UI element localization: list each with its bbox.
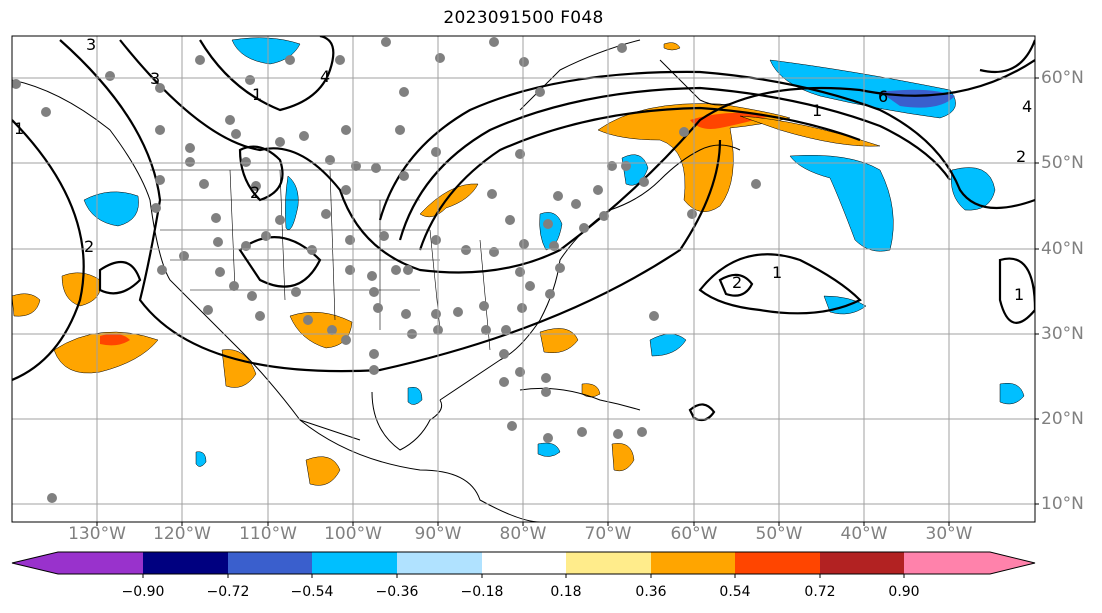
contour-label: 2: [84, 237, 94, 256]
colorbar-bin: [312, 552, 397, 574]
lon-label: 130°W: [68, 524, 126, 544]
colorbar-tick-label: −0.36: [375, 584, 419, 600]
colorbar-tick-label: 0.72: [804, 584, 836, 600]
lat-label: 50°N: [1041, 153, 1084, 173]
colorbar-bin: [228, 552, 312, 574]
colorbar-tick-label: 0.18: [550, 584, 582, 600]
lat-label: 20°N: [1041, 409, 1084, 429]
contour-label: 1: [812, 101, 822, 120]
colorbar-tick-label: −0.18: [460, 584, 504, 600]
colorbar-bin: [735, 552, 820, 574]
contour-label: 1: [252, 85, 262, 104]
colorbar-bin: [820, 552, 904, 574]
colorbar-below-extension: [12, 552, 58, 574]
colorbar-tick-label: 0.54: [719, 584, 751, 600]
lat-label: 30°N: [1041, 324, 1084, 344]
contour-label: 2: [250, 183, 260, 202]
contour-label: 1: [1014, 285, 1024, 304]
contour-label-group: 1 1 1 1 1 2 2 2 2 3 3 4 4 6: [14, 35, 1032, 304]
colorbar-tick-label: 0.90: [888, 584, 920, 600]
colorbar-bin: [482, 552, 566, 574]
height-contours: [12, 36, 1035, 422]
contour-label: 1: [772, 263, 782, 282]
colorbar-bin: [58, 552, 143, 574]
lon-label: 60°W: [670, 524, 718, 544]
contour-label: 2: [1016, 147, 1026, 166]
lon-label: 120°W: [153, 524, 211, 544]
contour-label: 3: [150, 69, 160, 88]
lat-label: 40°N: [1041, 239, 1084, 259]
lon-label: 30°W: [925, 524, 973, 544]
lon-label: 70°W: [584, 524, 632, 544]
lon-label: 100°W: [324, 524, 382, 544]
colorbar-above-extension: [904, 552, 1035, 574]
lon-label: 110°W: [239, 524, 297, 544]
graticule: [12, 36, 1035, 522]
shaded-field: [12, 37, 1025, 486]
map-ticks: [96, 77, 1039, 526]
lon-label: 90°W: [414, 524, 462, 544]
lat-label: 60°N: [1041, 68, 1084, 88]
contour-label: 4: [1022, 97, 1032, 116]
lon-label: 80°W: [499, 524, 547, 544]
colorbar-bin: [143, 552, 228, 574]
contour-label: 2: [732, 273, 742, 292]
colorbar: [11, 551, 1036, 578]
colorbar-bin: [566, 552, 651, 574]
colorbar-tick-label: −0.54: [290, 584, 334, 600]
lon-label: 40°W: [840, 524, 888, 544]
colorbar-outline: [11, 551, 1036, 575]
colorbar-tick-label: 0.36: [635, 584, 667, 600]
station-markers: [12, 37, 761, 503]
colorbar-tick-label: −0.72: [206, 584, 250, 600]
contour-label: 6: [878, 87, 888, 106]
contour-label: 4: [320, 67, 330, 86]
contour-label: 1: [14, 119, 24, 138]
contour-label: 3: [86, 35, 96, 54]
colorbar-bin: [397, 552, 482, 574]
colorbar-tick-label: −0.90: [121, 584, 165, 600]
lat-label: 10°N: [1041, 494, 1084, 514]
lon-label: 50°W: [755, 524, 803, 544]
colorbar-bin: [651, 552, 735, 574]
map-title: 2023091500 F048: [443, 8, 604, 28]
